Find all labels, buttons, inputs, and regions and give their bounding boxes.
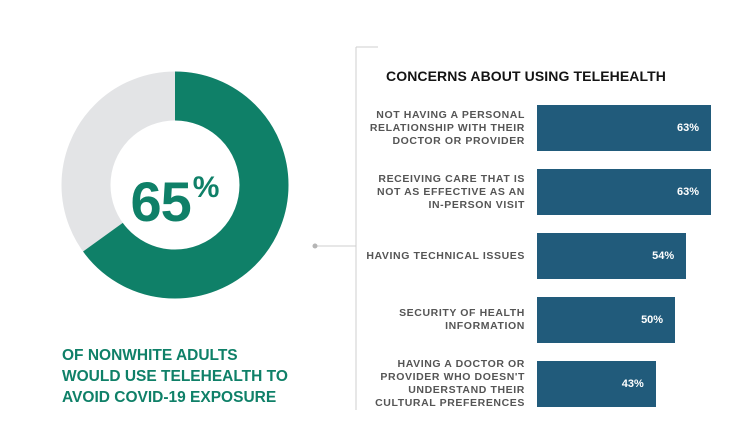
bar-label-2-line-3: IN-PERSON VISIT [428,198,525,211]
bar-label-5-line-4: CULTURAL PREFERENCES [375,397,525,409]
bar-value-label-3: 54% [652,250,675,262]
bar-label-3: HAVING TECHNICAL ISSUES [366,250,525,263]
bar-label-5-line-1: HAVING A DOCTOR OR [397,358,525,370]
bar-label-3-line-1: HAVING TECHNICAL ISSUES [366,249,525,262]
bar-label-5: HAVING A DOCTOR OR PROVIDER WHO DOESN'T UN… [375,358,525,410]
bar-4: 50% [537,297,676,343]
bar-value-label-4: 50% [641,314,664,326]
bar-label-1-line-2: RELATIONSHIP WITH THEIR [369,121,525,134]
bar-label-2-line-2: NOT AS EFFECTIVE AS AN [377,185,525,198]
bar-label-4: SECURITY OF HEALTH INFORMATION [399,307,525,333]
caption-line-1: OF NONWHITE ADULTS [62,347,238,364]
donut-filled-arc [61,71,289,299]
bar-2: 63% [537,169,711,215]
bar-label-5-line-2: PROVIDER WHO DOESN'T [380,371,525,383]
bar-label-1: NOT HAVING A PERSONAL RELATIONSHIP WITH T… [370,109,525,148]
caption-line-3: AVOID COVID-19 EXPOSURE [62,389,277,406]
donut-caption: OF NONWHITE ADULTS WOULD USE TELEHEALTH … [62,345,332,408]
bar-label-4-line-1: SECURITY OF HEALTH [399,307,525,319]
bar-1: 63% [537,105,711,151]
bar-value-label-2: 63% [676,186,699,198]
donut-value-symbol: % [192,171,220,204]
bar-value-label-5: 43% [621,378,644,390]
bar-value-label-1: 63% [676,122,699,134]
bar-label-4-line-2: INFORMATION [445,320,525,332]
bar-3: 54% [537,233,687,279]
bar-label-2: RECEIVING CARE THAT IS NOT AS EFFECTIVE A… [377,173,525,212]
bar-label-2-line-1: RECEIVING CARE THAT IS [378,172,525,185]
bar-label-5-line-3: UNDERSTAND THEIR [408,384,525,396]
caption-line-2: WOULD USE TELEHEALTH TO [62,368,288,385]
bar-label-1-line-3: DOCTOR OR PROVIDER [392,134,525,147]
bar-label-1-line-1: NOT HAVING A PERSONAL [376,108,525,121]
donut-center-value: 65% [100,156,250,234]
donut-value-number: 65 [130,170,192,233]
chart-title: CONCERNS ABOUT USING TELEHEALTH [386,68,666,84]
bar-5: 43% [537,361,656,407]
